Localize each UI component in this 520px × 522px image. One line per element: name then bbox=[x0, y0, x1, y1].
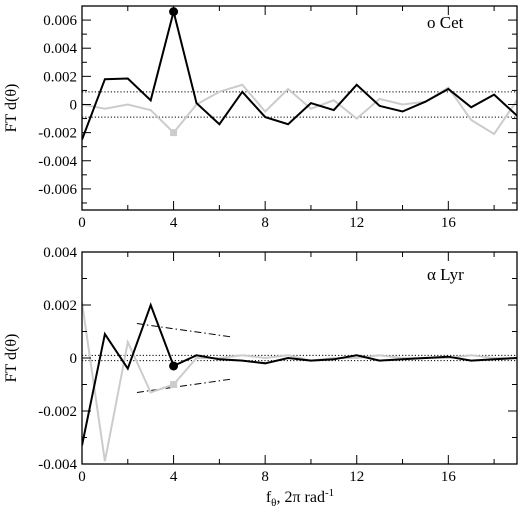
x-tick-label: 4 bbox=[170, 215, 178, 231]
y-tick-label: 0 bbox=[70, 351, 78, 367]
x-tick-label: 0 bbox=[78, 469, 86, 485]
marker-circle bbox=[169, 361, 179, 371]
y-tick-label: 0 bbox=[70, 97, 78, 113]
x-tick-label: 8 bbox=[261, 215, 269, 231]
y-tick-label: 0.006 bbox=[43, 13, 77, 29]
dash-dot-line bbox=[136, 323, 231, 338]
x-axis-title: fθ, 2π rad-1 bbox=[266, 487, 334, 509]
y-tick-label: -0.004 bbox=[38, 154, 77, 170]
y-axis-title: FT d(θ) bbox=[3, 84, 20, 133]
plot-frame bbox=[81, 5, 518, 211]
y-tick-label: 0.002 bbox=[43, 298, 77, 314]
panel-annotation: o Cet bbox=[427, 13, 464, 32]
panel-o-cet: 0 4 8 12 16 -0.006 -0.004 -0.002 0 0.002 0.004 0.00… bbox=[3, 5, 518, 231]
series-line-grey bbox=[82, 302, 517, 462]
x-tick-label: 16 bbox=[441, 469, 457, 485]
marker-square bbox=[170, 129, 178, 137]
marker-square bbox=[170, 381, 178, 388]
y-axis-title: FT d(θ) bbox=[3, 334, 20, 383]
y-tick-label: -0.006 bbox=[38, 182, 77, 198]
x-tick-label: 12 bbox=[349, 215, 364, 231]
y-tick-label: -0.002 bbox=[38, 404, 77, 420]
panel-annotation: α Lyr bbox=[427, 265, 464, 284]
series-line-grey bbox=[82, 83, 517, 136]
x-tick-label: 4 bbox=[170, 469, 178, 485]
y-tick-label: 0.004 bbox=[43, 41, 77, 57]
x-tick-label: 0 bbox=[78, 215, 86, 231]
panel-alpha-lyr: 0 4 8 12 16 -0.004 -0.002 0 0.002 0.004 FT d(θ) α L… bbox=[3, 245, 518, 485]
x-tick-label: 8 bbox=[261, 469, 269, 485]
plot-area bbox=[82, 302, 517, 462]
y-tick-label: -0.002 bbox=[38, 126, 77, 142]
series-line-black bbox=[82, 302, 517, 446]
y-tick-label: 0.002 bbox=[43, 69, 77, 85]
y-tick-label: 0.004 bbox=[43, 245, 77, 261]
plot-area bbox=[82, 11, 517, 141]
series-line-black bbox=[82, 11, 517, 141]
x-tick-label: 12 bbox=[349, 469, 364, 485]
y-tick-label: -0.004 bbox=[38, 457, 77, 473]
x-tick-label: 16 bbox=[441, 215, 457, 231]
dash-dot-line bbox=[136, 378, 231, 393]
